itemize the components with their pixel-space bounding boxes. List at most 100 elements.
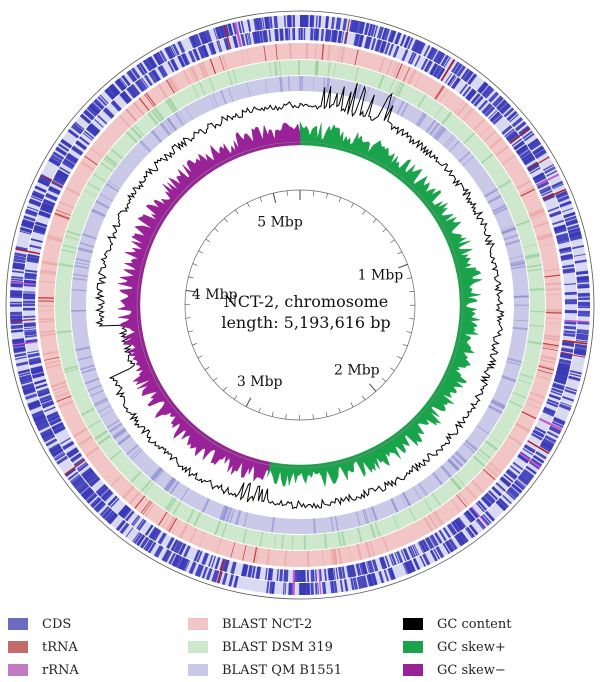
cds-forward-feature — [140, 537, 150, 549]
blast-nct2-dark-feature — [402, 67, 411, 82]
cds-forward-feature — [50, 154, 63, 163]
blast-dsm319-feature — [281, 534, 284, 550]
cds-reverse-feature — [541, 190, 553, 197]
blast-nct2-feature — [306, 550, 308, 567]
blast-qmb1551-feature — [74, 261, 90, 266]
cds-reverse-feature — [23, 327, 37, 330]
cds-reverse-feature — [279, 28, 284, 41]
blast-dsm319-feature — [517, 378, 532, 385]
blast-qmb1551-feature — [512, 326, 528, 331]
blast-qmb1551-feature — [75, 346, 91, 352]
blast-dsm319-feature — [61, 248, 77, 254]
cds-reverse-feature — [523, 156, 535, 165]
cds-reverse-feature — [150, 70, 159, 83]
cds-forward-feature — [172, 554, 180, 567]
cds-reverse-feature — [232, 562, 237, 574]
blast-qmb1551-feature — [220, 89, 227, 105]
cds-forward-feature — [498, 497, 509, 509]
cds-forward-feature — [31, 410, 44, 418]
cds-reverse-feature — [36, 387, 50, 395]
cds-forward-feature — [475, 519, 485, 530]
blast-dsm319-feature — [214, 520, 222, 536]
scale-tick — [235, 209, 239, 215]
cds-forward-feature — [511, 483, 523, 493]
cds-reverse-feature — [313, 28, 316, 41]
blast-qmb1551-feature — [91, 209, 106, 218]
cds-reverse-feature — [53, 176, 66, 184]
cds-reverse-feature — [111, 99, 122, 111]
cds-forward-feature — [529, 140, 541, 150]
cds-reverse-feature — [429, 63, 438, 75]
blast-dsm319-feature — [529, 287, 545, 292]
cds-reverse-feature — [341, 566, 346, 579]
cds-reverse-feature — [150, 528, 160, 540]
cds-forward-feature — [190, 35, 198, 48]
cds-forward-feature — [194, 564, 202, 577]
cds-forward-feature — [144, 58, 154, 71]
cds-forward-feature — [227, 23, 234, 36]
cds-reverse-feature — [552, 382, 565, 390]
cds-reverse-feature — [26, 257, 39, 262]
cds-reverse-feature — [32, 372, 45, 379]
center-title: NCT-2, chromosome — [224, 292, 388, 311]
cds-forward-feature — [368, 23, 374, 36]
scale-tick — [406, 277, 412, 280]
blast-qmb1551-feature — [396, 100, 405, 115]
cds-forward-feature — [221, 25, 227, 38]
cds-forward-feature — [40, 428, 53, 437]
cds-forward-feature — [509, 113, 519, 123]
outer-circle — [5, 10, 595, 600]
cds-forward-feature — [492, 95, 502, 106]
blast-qmb1551-feature — [113, 429, 127, 440]
blast-dsm319-feature — [172, 501, 182, 515]
cds-reverse-feature — [108, 496, 118, 506]
blast-qmb1551-feature — [462, 155, 475, 167]
cds-reverse-feature — [183, 545, 191, 558]
blast-nct2-feature — [289, 43, 292, 60]
cds-reverse-feature — [122, 91, 131, 102]
cds-forward-feature — [574, 348, 587, 354]
cds-forward-feature — [86, 107, 97, 117]
legend-label: BLAST QM B1551 — [222, 662, 343, 678]
cds-forward-feature — [174, 555, 183, 568]
cds-forward-feature — [445, 540, 455, 553]
blast-nct2-feature — [44, 359, 61, 366]
cds-reverse-feature — [197, 46, 205, 59]
cds-forward-feature — [576, 276, 589, 279]
cds-forward-feature — [303, 582, 307, 595]
cds-forward-feature — [21, 223, 34, 228]
blast-nct2-feature — [129, 105, 141, 118]
trna-features-feature — [40, 174, 64, 187]
cds-reverse-feature — [555, 232, 568, 238]
cds-reverse-feature — [152, 529, 162, 542]
cds-forward-feature — [99, 505, 110, 517]
blast-dsm319-feature — [64, 367, 80, 374]
cds-reverse-feature — [509, 465, 521, 475]
cds-reverse-feature — [306, 569, 310, 582]
legend-item-blast-dsm319: BLAST DSM 319 — [188, 637, 333, 657]
cds-reverse-feature — [297, 569, 300, 582]
cds-reverse-feature — [30, 365, 43, 371]
cds-reverse-feature — [247, 32, 251, 45]
blast-nct2-feature — [40, 269, 57, 275]
blast-qmb1551-feature — [447, 458, 460, 471]
cds-reverse-feature — [120, 506, 131, 518]
legend-label: BLAST DSM 319 — [222, 639, 333, 655]
cds-forward-feature — [319, 15, 322, 28]
cds-reverse-feature — [456, 517, 467, 529]
legend-label: CDS — [42, 616, 72, 632]
cds-forward-feature — [483, 86, 493, 98]
legend-item-gc-skew-neg: GC skew− — [403, 660, 506, 680]
cds-forward-feature — [81, 487, 91, 497]
cds-forward-feature — [201, 566, 209, 579]
cds-forward-feature — [413, 557, 421, 570]
cds-forward-feature — [575, 343, 588, 347]
cds-forward-feature — [335, 17, 339, 30]
cds-forward-feature — [53, 451, 65, 460]
cds-forward-feature — [457, 532, 468, 544]
cds-forward-feature — [86, 493, 98, 504]
cds-forward-feature — [11, 329, 24, 333]
blast-dsm319-feature — [130, 126, 143, 139]
blast-dsm319-feature — [515, 219, 531, 227]
trna-features-feature — [562, 339, 588, 345]
